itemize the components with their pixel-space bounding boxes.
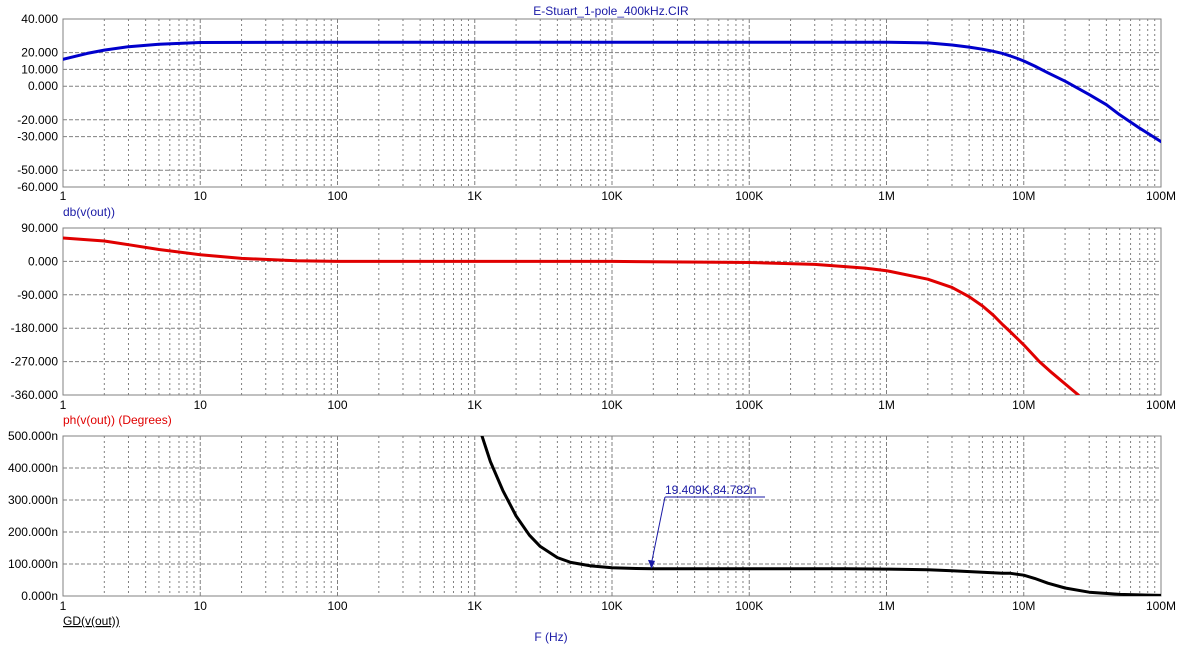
y-tick-label: 10.000 — [21, 62, 58, 76]
x-tick-label: 1 — [60, 599, 67, 613]
x-tick-label: 1K — [467, 398, 482, 412]
x-tick-label: 1 — [60, 189, 67, 203]
x-tick-label: 10 — [194, 189, 208, 203]
y-tick-label: -50.000 — [17, 163, 58, 177]
y-tick-label: 0.000n — [21, 589, 58, 603]
y-tick-label: 40.000 — [21, 12, 58, 26]
y-tick-label: -90.000 — [17, 288, 58, 302]
annotation-label[interactable]: 19.409K,84.782n — [665, 483, 756, 497]
y-tick-label: 100.000n — [8, 557, 58, 571]
x-tick-label: 1K — [467, 599, 482, 613]
plot-frame — [62, 435, 1162, 597]
chart-title: E-Stuart_1-pole_400kHz.CIR — [533, 4, 689, 18]
series-line-phase — [63, 236, 1080, 395]
plot-frame — [62, 18, 1162, 188]
y-tick-label: -270.000 — [11, 355, 59, 369]
y-tick-label: 0.000 — [28, 79, 58, 93]
x-tick-label: 10M — [1012, 398, 1035, 412]
trace-label: ph(v(out)) (Degrees) — [63, 413, 172, 427]
y-tick-label: 0.000 — [28, 254, 58, 268]
y-tick-label: -20.000 — [17, 113, 58, 127]
x-tick-label: 100M — [1146, 189, 1176, 203]
plot-panel-groupdelay: 500.000n400.000n300.000n200.000n100.000n… — [8, 429, 1176, 644]
plot-frame — [62, 227, 1162, 396]
x-tick-label: 10K — [601, 189, 622, 203]
x-tick-label: 1M — [878, 189, 895, 203]
y-tick-label: 20.000 — [21, 46, 58, 60]
plot-panel-gain: 40.000 20.000 10.000 0.000 -20.000 -30.000 -50… — [17, 12, 1176, 219]
x-tick-label: 100K — [735, 189, 763, 203]
x-tick-label: 100 — [327, 398, 347, 412]
trace-label: db(v(out)) — [63, 205, 115, 219]
y-tick-label: 400.000n — [8, 461, 58, 475]
x-tick-label: 10 — [194, 599, 208, 613]
x-tick-label: 1 — [60, 398, 67, 412]
x-tick-label: 100 — [327, 599, 347, 613]
y-tick-label: -360.000 — [11, 388, 59, 402]
annotation-leader — [651, 496, 666, 563]
x-tick-label: 100K — [735, 398, 763, 412]
y-tick-label: 200.000n — [8, 525, 58, 539]
y-tick-label: 300.000n — [8, 493, 58, 507]
y-tick-label: -180.000 — [11, 321, 59, 335]
y-tick-label: 500.000n — [8, 429, 58, 443]
annotation-arrowhead — [648, 559, 656, 569]
series-line-gain — [63, 40, 1161, 144]
x-axis-label: F (Hz) — [534, 630, 567, 644]
x-tick-label: 10M — [1012, 189, 1035, 203]
y-tick-label: -30.000 — [17, 130, 58, 144]
x-tick-label: 1M — [878, 398, 895, 412]
plot-panels: 40.00020.00010.0000.000-20.000-30.000-50… — [8, 12, 1176, 644]
x-tick-label: 10K — [601, 398, 622, 412]
x-tick-label: 1K — [467, 189, 482, 203]
x-tick-label: 100K — [735, 599, 763, 613]
x-tick-label: 1M — [878, 599, 895, 613]
plot-panel-phase: 90.000 0.000 -90.000 -180.000 -270.000 -360.0… — [11, 221, 1176, 427]
y-tick-label: -60.000 — [17, 180, 58, 194]
x-tick-label: 100M — [1146, 599, 1176, 613]
x-tick-label: 10 — [194, 398, 208, 412]
y-tick-label: 90.000 — [21, 221, 58, 235]
x-tick-label: 10K — [601, 599, 622, 613]
series-line-groupdelay — [480, 436, 1161, 596]
x-tick-label: 100 — [327, 189, 347, 203]
x-tick-label: 10M — [1012, 599, 1035, 613]
trace-label: GD(v(out)) — [63, 614, 120, 628]
x-tick-label: 100M — [1146, 398, 1176, 412]
